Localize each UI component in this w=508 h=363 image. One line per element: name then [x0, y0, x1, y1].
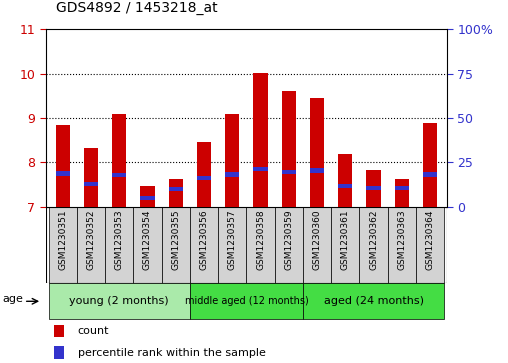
Bar: [310, 98, 324, 207]
FancyBboxPatch shape: [331, 207, 360, 283]
Text: age: age: [2, 294, 23, 305]
FancyBboxPatch shape: [275, 207, 303, 283]
Text: percentile rank within the sample: percentile rank within the sample: [78, 347, 266, 358]
FancyBboxPatch shape: [360, 207, 388, 283]
Text: GDS4892 / 1453218_at: GDS4892 / 1453218_at: [56, 0, 217, 15]
FancyBboxPatch shape: [218, 207, 246, 283]
Text: GSM1230357: GSM1230357: [228, 209, 237, 270]
FancyBboxPatch shape: [190, 283, 303, 319]
Bar: [84, 148, 98, 207]
Bar: [282, 170, 296, 175]
Bar: [54, 325, 64, 337]
Text: GSM1230355: GSM1230355: [171, 209, 180, 270]
Text: count: count: [78, 326, 109, 336]
Text: GSM1230352: GSM1230352: [86, 209, 96, 270]
FancyBboxPatch shape: [246, 207, 275, 283]
Text: GSM1230361: GSM1230361: [341, 209, 350, 270]
Bar: [310, 168, 324, 173]
Text: GSM1230364: GSM1230364: [426, 209, 434, 270]
FancyBboxPatch shape: [133, 207, 162, 283]
Bar: [55, 171, 70, 176]
Bar: [395, 185, 409, 190]
Bar: [140, 187, 154, 207]
Text: GSM1230362: GSM1230362: [369, 209, 378, 270]
Bar: [84, 182, 98, 186]
FancyBboxPatch shape: [49, 283, 190, 319]
Bar: [338, 154, 353, 207]
Text: young (2 months): young (2 months): [70, 296, 169, 306]
Bar: [112, 173, 126, 177]
Text: GSM1230360: GSM1230360: [312, 209, 322, 270]
Bar: [395, 179, 409, 207]
Text: GSM1230359: GSM1230359: [284, 209, 293, 270]
Text: GSM1230353: GSM1230353: [115, 209, 124, 270]
Bar: [225, 172, 239, 177]
Bar: [112, 114, 126, 207]
Text: GSM1230354: GSM1230354: [143, 209, 152, 270]
Bar: [169, 187, 183, 191]
Bar: [366, 171, 380, 207]
Bar: [282, 91, 296, 207]
FancyBboxPatch shape: [162, 207, 190, 283]
Bar: [169, 179, 183, 207]
Text: aged (24 months): aged (24 months): [324, 296, 424, 306]
FancyBboxPatch shape: [105, 207, 133, 283]
FancyBboxPatch shape: [49, 207, 77, 283]
Text: GSM1230358: GSM1230358: [256, 209, 265, 270]
Bar: [253, 73, 268, 207]
Text: GSM1230363: GSM1230363: [397, 209, 406, 270]
Bar: [140, 196, 154, 200]
Bar: [55, 125, 70, 207]
Bar: [225, 114, 239, 207]
Bar: [197, 176, 211, 180]
FancyBboxPatch shape: [303, 283, 444, 319]
Bar: [423, 123, 437, 207]
Bar: [366, 185, 380, 190]
FancyBboxPatch shape: [77, 207, 105, 283]
Bar: [197, 142, 211, 207]
Bar: [423, 172, 437, 177]
FancyBboxPatch shape: [388, 207, 416, 283]
Bar: [338, 184, 353, 188]
Text: GSM1230351: GSM1230351: [58, 209, 67, 270]
Text: GSM1230356: GSM1230356: [200, 209, 208, 270]
FancyBboxPatch shape: [303, 207, 331, 283]
Bar: [54, 346, 64, 359]
FancyBboxPatch shape: [190, 207, 218, 283]
FancyBboxPatch shape: [416, 207, 444, 283]
Bar: [253, 167, 268, 171]
Text: middle aged (12 months): middle aged (12 months): [184, 296, 308, 306]
